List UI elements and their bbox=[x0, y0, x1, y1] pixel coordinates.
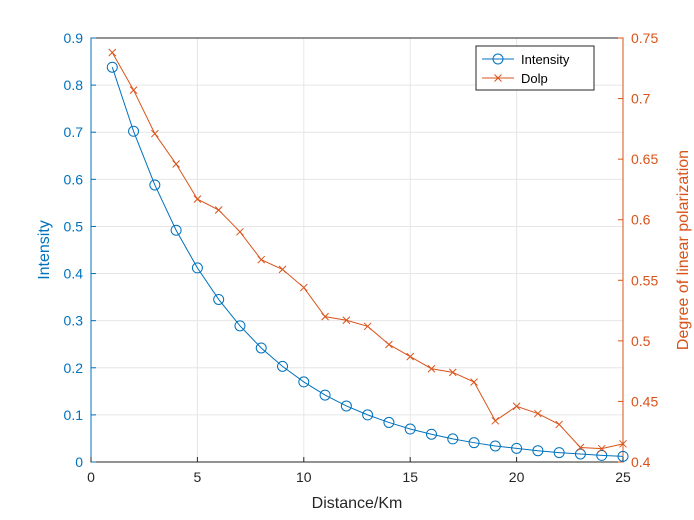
dolp-point bbox=[342, 316, 351, 325]
left-tick-label: 0.4 bbox=[64, 266, 84, 282]
legend: Intensity Dolp bbox=[475, 45, 595, 91]
intensity-point bbox=[128, 125, 140, 137]
plot-area bbox=[90, 37, 624, 463]
dolp-point bbox=[597, 444, 606, 453]
x-tick-label: 15 bbox=[402, 469, 418, 485]
left-tick-label: 0.7 bbox=[64, 124, 84, 140]
dolp-point bbox=[406, 352, 415, 361]
left-y-axis: 0 0.1 0.2 0.3 0.4 0.5 0.6 0.7 0.8 0.9 bbox=[64, 30, 96, 470]
x-tick-label: 0 bbox=[87, 469, 95, 485]
x-tick-label: 25 bbox=[615, 469, 631, 485]
left-tick-label: 0.1 bbox=[64, 407, 84, 423]
legend-label-dolp: Dolp bbox=[521, 71, 548, 86]
left-tick-label: 0.5 bbox=[64, 218, 84, 234]
right-y-axis: 0.4 0.45 0.5 0.55 0.6 0.65 0.7 0.75 bbox=[618, 30, 658, 470]
dolp-point bbox=[448, 368, 457, 377]
dolp-point bbox=[534, 409, 542, 418]
intensity-point bbox=[447, 433, 459, 445]
intensity-point bbox=[553, 447, 565, 459]
intensity-point bbox=[362, 409, 374, 421]
dolp-point bbox=[470, 378, 478, 386]
x-tick-label: 5 bbox=[194, 469, 202, 485]
intensity-point bbox=[234, 320, 246, 332]
dolp-point bbox=[150, 129, 159, 138]
series-line-dolp bbox=[111, 52, 624, 450]
dolp-point bbox=[427, 364, 436, 373]
intensity-point bbox=[255, 342, 267, 354]
dolp-point bbox=[257, 255, 266, 264]
intensity-point bbox=[149, 179, 161, 191]
left-y-axis-label: Intensity bbox=[36, 220, 53, 280]
x-axis: 0 5 10 15 20 25 bbox=[87, 457, 631, 485]
dolp-point bbox=[236, 227, 244, 236]
x-tick-label: 20 bbox=[509, 469, 525, 485]
intensity-point bbox=[213, 293, 225, 305]
dolp-point bbox=[555, 420, 564, 429]
left-tick-label: 0.3 bbox=[64, 313, 84, 329]
dolp-point bbox=[491, 416, 500, 425]
legend-box bbox=[475, 45, 595, 91]
intensity-point bbox=[277, 360, 289, 372]
intensity-point bbox=[511, 442, 523, 454]
dolp-point bbox=[363, 322, 372, 331]
right-tick-label: 0.6 bbox=[631, 212, 651, 228]
intensity-point bbox=[106, 61, 118, 73]
right-tick-label: 0.7 bbox=[631, 91, 651, 107]
intensity-point bbox=[468, 437, 480, 449]
intensity-point bbox=[319, 389, 331, 401]
series-layer bbox=[106, 48, 629, 462]
intensity-point bbox=[191, 262, 203, 274]
intensity-point bbox=[298, 376, 310, 388]
left-tick-label: 0.2 bbox=[64, 360, 84, 376]
grid bbox=[90, 37, 624, 463]
left-tick-label: 0.8 bbox=[64, 77, 84, 93]
right-tick-label: 0.4 bbox=[631, 454, 651, 470]
dolp-point bbox=[108, 48, 117, 57]
right-y-axis-label: Degree of linear polarization bbox=[675, 150, 692, 350]
left-tick-label: 0.9 bbox=[64, 30, 84, 46]
right-tick-label: 0.5 bbox=[631, 333, 651, 349]
dolp-point bbox=[321, 312, 329, 321]
intensity-point bbox=[425, 428, 437, 440]
dolp-point bbox=[576, 443, 585, 452]
dolp-point bbox=[129, 86, 138, 94]
intensity-point bbox=[596, 449, 608, 461]
intensity-point bbox=[617, 450, 629, 462]
dolp-point bbox=[193, 195, 202, 203]
left-tick-label: 0.6 bbox=[64, 171, 84, 187]
left-tick-label: 0 bbox=[75, 454, 83, 470]
intensity-point bbox=[489, 440, 501, 452]
dolp-point bbox=[214, 206, 223, 214]
dolp-point bbox=[512, 402, 521, 411]
legend-label-intensity: Intensity bbox=[521, 52, 570, 67]
series-line-intensity bbox=[111, 67, 624, 457]
dolp-point bbox=[299, 283, 308, 292]
x-axis-label: Distance/Km bbox=[312, 495, 403, 512]
intensity-point bbox=[532, 445, 544, 457]
intensity-point bbox=[574, 448, 586, 460]
right-tick-label: 0.65 bbox=[631, 151, 658, 167]
intensity-point bbox=[170, 224, 182, 236]
intensity-point bbox=[404, 423, 416, 435]
right-tick-label: 0.45 bbox=[631, 393, 658, 409]
right-tick-label: 0.55 bbox=[631, 272, 658, 288]
legend-marker-dolp bbox=[494, 74, 502, 82]
dolp-point bbox=[619, 439, 627, 448]
dolp-point bbox=[385, 340, 393, 349]
intensity-point bbox=[383, 416, 395, 428]
dolp-point bbox=[278, 265, 287, 274]
dolp-point bbox=[172, 160, 180, 168]
x-tick-label: 10 bbox=[296, 469, 312, 485]
legend-marker-intensity bbox=[492, 53, 504, 65]
right-tick-label: 0.75 bbox=[631, 30, 658, 46]
intensity-point bbox=[340, 400, 352, 412]
